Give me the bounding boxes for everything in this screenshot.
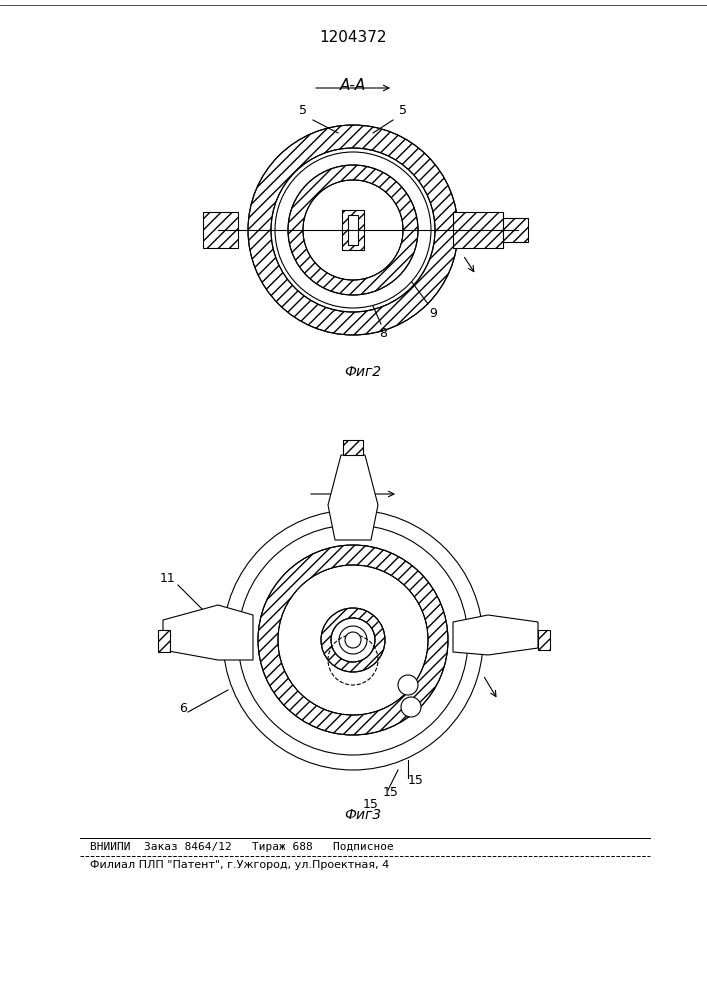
Text: А-А: А-А: [340, 78, 366, 93]
Bar: [503, 218, 528, 242]
Bar: [203, 212, 238, 248]
Text: ВНИИПИ  Заказ 8464/12   Тираж 688   Подписное: ВНИИПИ Заказ 8464/12 Тираж 688 Подписное: [90, 842, 394, 852]
Text: 5: 5: [299, 104, 307, 117]
Bar: [348, 215, 358, 245]
Text: 15: 15: [383, 786, 399, 800]
Text: Фиг3: Фиг3: [344, 808, 382, 822]
Bar: [538, 630, 550, 650]
Bar: [453, 212, 503, 248]
Text: 15: 15: [363, 798, 379, 812]
Wedge shape: [288, 165, 418, 295]
Circle shape: [275, 152, 431, 308]
Text: Б - Б: Б - Б: [335, 480, 371, 495]
Circle shape: [304, 181, 402, 279]
Wedge shape: [258, 545, 448, 735]
Text: 11: 11: [160, 572, 176, 585]
Text: 1204372: 1204372: [320, 30, 387, 45]
Bar: [342, 210, 364, 250]
Text: 9: 9: [429, 307, 437, 320]
Polygon shape: [328, 455, 378, 540]
Bar: [158, 630, 170, 652]
Bar: [343, 440, 363, 455]
Text: 6: 6: [179, 702, 187, 715]
Text: Филиал ПЛП "Патент", г.Ужгород, ул.Проектная, 4: Филиал ПЛП "Патент", г.Ужгород, ул.Проек…: [90, 860, 390, 870]
Text: 15: 15: [408, 774, 424, 786]
Circle shape: [398, 675, 418, 695]
Text: Фиг2: Фиг2: [344, 365, 382, 379]
Text: 8: 8: [379, 327, 387, 340]
Circle shape: [345, 632, 361, 648]
Circle shape: [279, 566, 427, 714]
Wedge shape: [321, 608, 385, 672]
Polygon shape: [163, 605, 253, 660]
Wedge shape: [248, 125, 458, 335]
Circle shape: [339, 626, 367, 654]
Text: 5: 5: [399, 104, 407, 117]
Polygon shape: [453, 615, 538, 655]
Circle shape: [401, 697, 421, 717]
